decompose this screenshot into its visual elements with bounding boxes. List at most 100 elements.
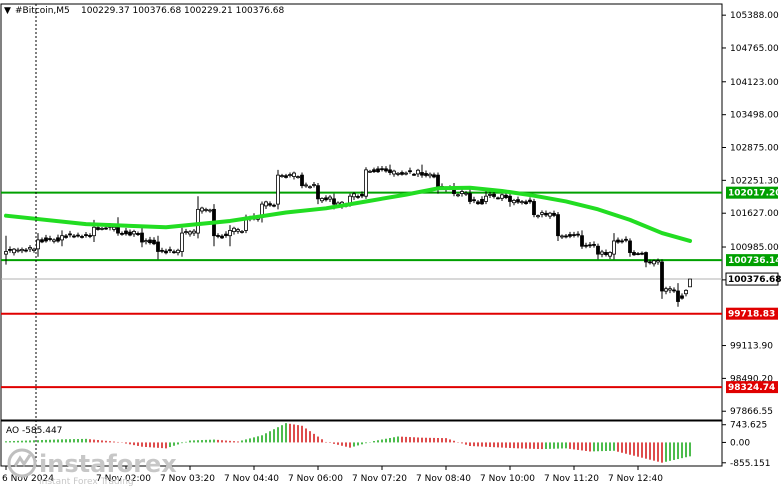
candle	[304, 184, 308, 187]
candle	[164, 250, 168, 254]
candle	[532, 201, 536, 216]
candle	[588, 244, 592, 247]
candle	[476, 201, 480, 205]
y-tick-label: 98490.20	[730, 374, 773, 384]
candle	[352, 193, 356, 198]
candle	[460, 191, 464, 194]
candle	[128, 231, 132, 236]
candle	[176, 249, 180, 254]
candle	[492, 193, 496, 197]
ao-tick-label: -855.151	[730, 459, 770, 469]
candle	[612, 240, 616, 255]
candle	[480, 198, 484, 205]
candle	[660, 261, 664, 292]
candle	[236, 229, 240, 232]
candle	[72, 235, 76, 238]
indicator-panel	[0, 420, 723, 467]
candle	[292, 172, 296, 177]
candle	[500, 194, 504, 199]
candle	[208, 209, 212, 212]
candle	[280, 175, 284, 177]
candle	[156, 241, 160, 252]
candle	[404, 172, 408, 175]
candle	[376, 168, 380, 173]
y-tick-label: 105388.00	[730, 11, 779, 21]
ao-tick-label: 743.625	[730, 421, 767, 431]
candle	[152, 239, 156, 245]
candle	[468, 193, 472, 202]
last-price-label: 100376.68	[728, 275, 781, 285]
x-tick-label: 7 Nov 06:00	[288, 474, 343, 484]
candle	[24, 249, 28, 252]
candle	[36, 239, 40, 250]
candle	[4, 251, 8, 255]
x-tick-label: 7 Nov 02:00	[96, 474, 151, 484]
candle	[228, 230, 232, 237]
x-tick-label: 7 Nov 03:20	[160, 474, 215, 484]
candle	[40, 239, 44, 243]
level-label: 100736.14	[728, 256, 781, 266]
candle	[688, 278, 692, 288]
candle	[272, 204, 276, 207]
candle	[172, 251, 176, 254]
candle	[52, 239, 56, 242]
candle	[504, 194, 508, 198]
x-tick-label: 7 Nov 10:00	[480, 474, 535, 484]
candle	[16, 249, 20, 252]
y-tick-label: 100985.00	[730, 243, 779, 253]
candle	[268, 203, 272, 206]
candle	[400, 172, 404, 175]
candle	[664, 288, 668, 292]
y-tick-label: 102251.30	[730, 176, 779, 186]
candle	[148, 239, 152, 244]
candle	[556, 214, 560, 237]
x-tick-label: 7 Nov 08:40	[416, 474, 471, 484]
level-label: 99718.83	[728, 310, 775, 320]
level-label-bg	[726, 307, 778, 320]
candle	[624, 238, 628, 241]
x-tick-label: 7 Nov 07:20	[352, 474, 407, 484]
candle	[104, 227, 108, 230]
candle	[496, 197, 500, 200]
candle	[204, 209, 208, 211]
level-label-bg	[726, 254, 778, 267]
candle	[216, 235, 220, 237]
candle	[620, 240, 624, 243]
candle	[200, 207, 204, 212]
candle	[420, 172, 424, 176]
candle	[296, 176, 300, 179]
candle	[516, 199, 520, 203]
candle	[12, 248, 16, 254]
candle	[608, 251, 612, 257]
candle	[600, 251, 604, 255]
candle	[96, 227, 100, 230]
candle	[372, 169, 376, 173]
candle	[144, 240, 148, 243]
candle	[356, 196, 360, 198]
candle	[116, 226, 120, 234]
symbol-label: #Bitcoin,M5	[15, 6, 70, 16]
y-tick-label: 101627.00	[730, 209, 779, 219]
candle	[424, 173, 428, 176]
candle	[592, 244, 596, 246]
candle	[56, 237, 60, 242]
candle	[672, 289, 676, 292]
candle	[596, 245, 600, 255]
candle	[8, 248, 12, 251]
arrow-down-icon: ▼	[4, 6, 11, 16]
candle	[364, 169, 368, 197]
indicator-label: AO -585.447	[6, 426, 62, 436]
candle	[316, 185, 320, 200]
ohlc-readout: 100229.37 100376.68 100229.21 100376.68	[81, 6, 285, 16]
svg-text:Instant Forex Trading: Instant Forex Trading	[39, 477, 134, 487]
candle	[640, 252, 644, 255]
y-tick-label: 104123.00	[730, 78, 779, 88]
candle	[132, 230, 136, 235]
candle	[192, 230, 196, 234]
y-tick-label: 97866.55	[730, 407, 773, 417]
candle	[428, 173, 432, 177]
x-tick-label: 7 Nov 12:40	[608, 474, 663, 484]
candle	[520, 201, 524, 204]
candle	[32, 248, 36, 251]
level-label-bg	[726, 186, 778, 199]
